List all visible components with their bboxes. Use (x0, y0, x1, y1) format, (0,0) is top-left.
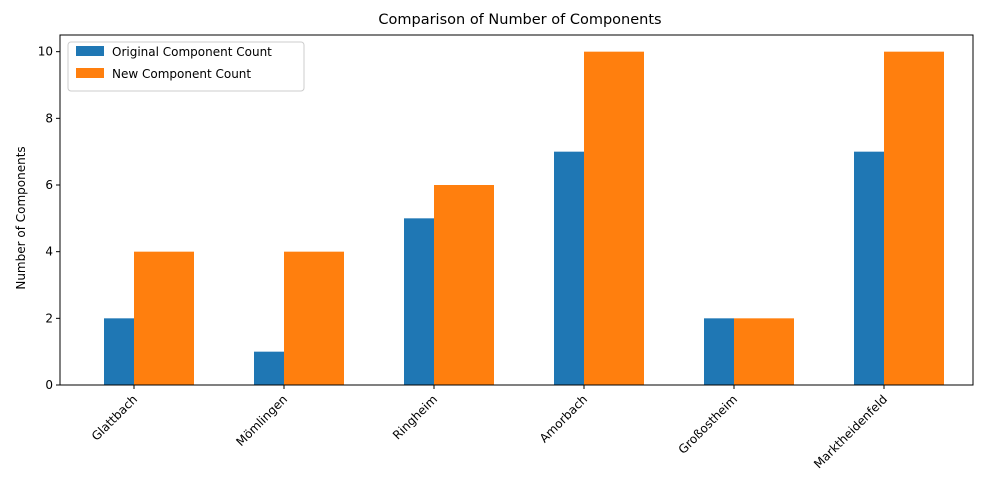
y-tick-label-4: 8 (45, 111, 53, 125)
legend-swatch-0 (76, 46, 104, 56)
legend: Original Component Count New Component Co… (67, 41, 305, 92)
y-tick-label-5: 10 (38, 45, 53, 59)
legend-swatch-1 (76, 68, 104, 78)
bar-new-1 (284, 251, 344, 385)
bar-original-5 (854, 151, 884, 385)
bars-group (104, 51, 944, 386)
plot-frame (59, 34, 974, 386)
y-tick-label-1: 2 (45, 311, 53, 325)
bar-original-2 (404, 218, 434, 385)
bar-original-1 (254, 351, 284, 385)
legend-label-0: Original Component Count (112, 45, 272, 59)
bar-original-3 (554, 151, 584, 385)
bar-new-4 (734, 318, 794, 385)
y-tick-label-3: 6 (45, 178, 53, 192)
y-tick-label-2: 4 (45, 245, 53, 259)
chart-title: Comparison of Number of Components (378, 12, 661, 28)
legend-box (67, 41, 305, 92)
bar-original-0 (104, 318, 134, 385)
y-axis-label: Number of Components (14, 146, 28, 289)
legend-label-1: New Component Count (112, 67, 251, 81)
bar-original-4 (704, 318, 734, 385)
bar-new-0 (134, 251, 194, 385)
y-tick-label-0: 0 (45, 378, 53, 392)
bar-new-5 (884, 51, 944, 386)
bar-new-2 (434, 185, 494, 385)
bar-new-3 (584, 51, 644, 386)
